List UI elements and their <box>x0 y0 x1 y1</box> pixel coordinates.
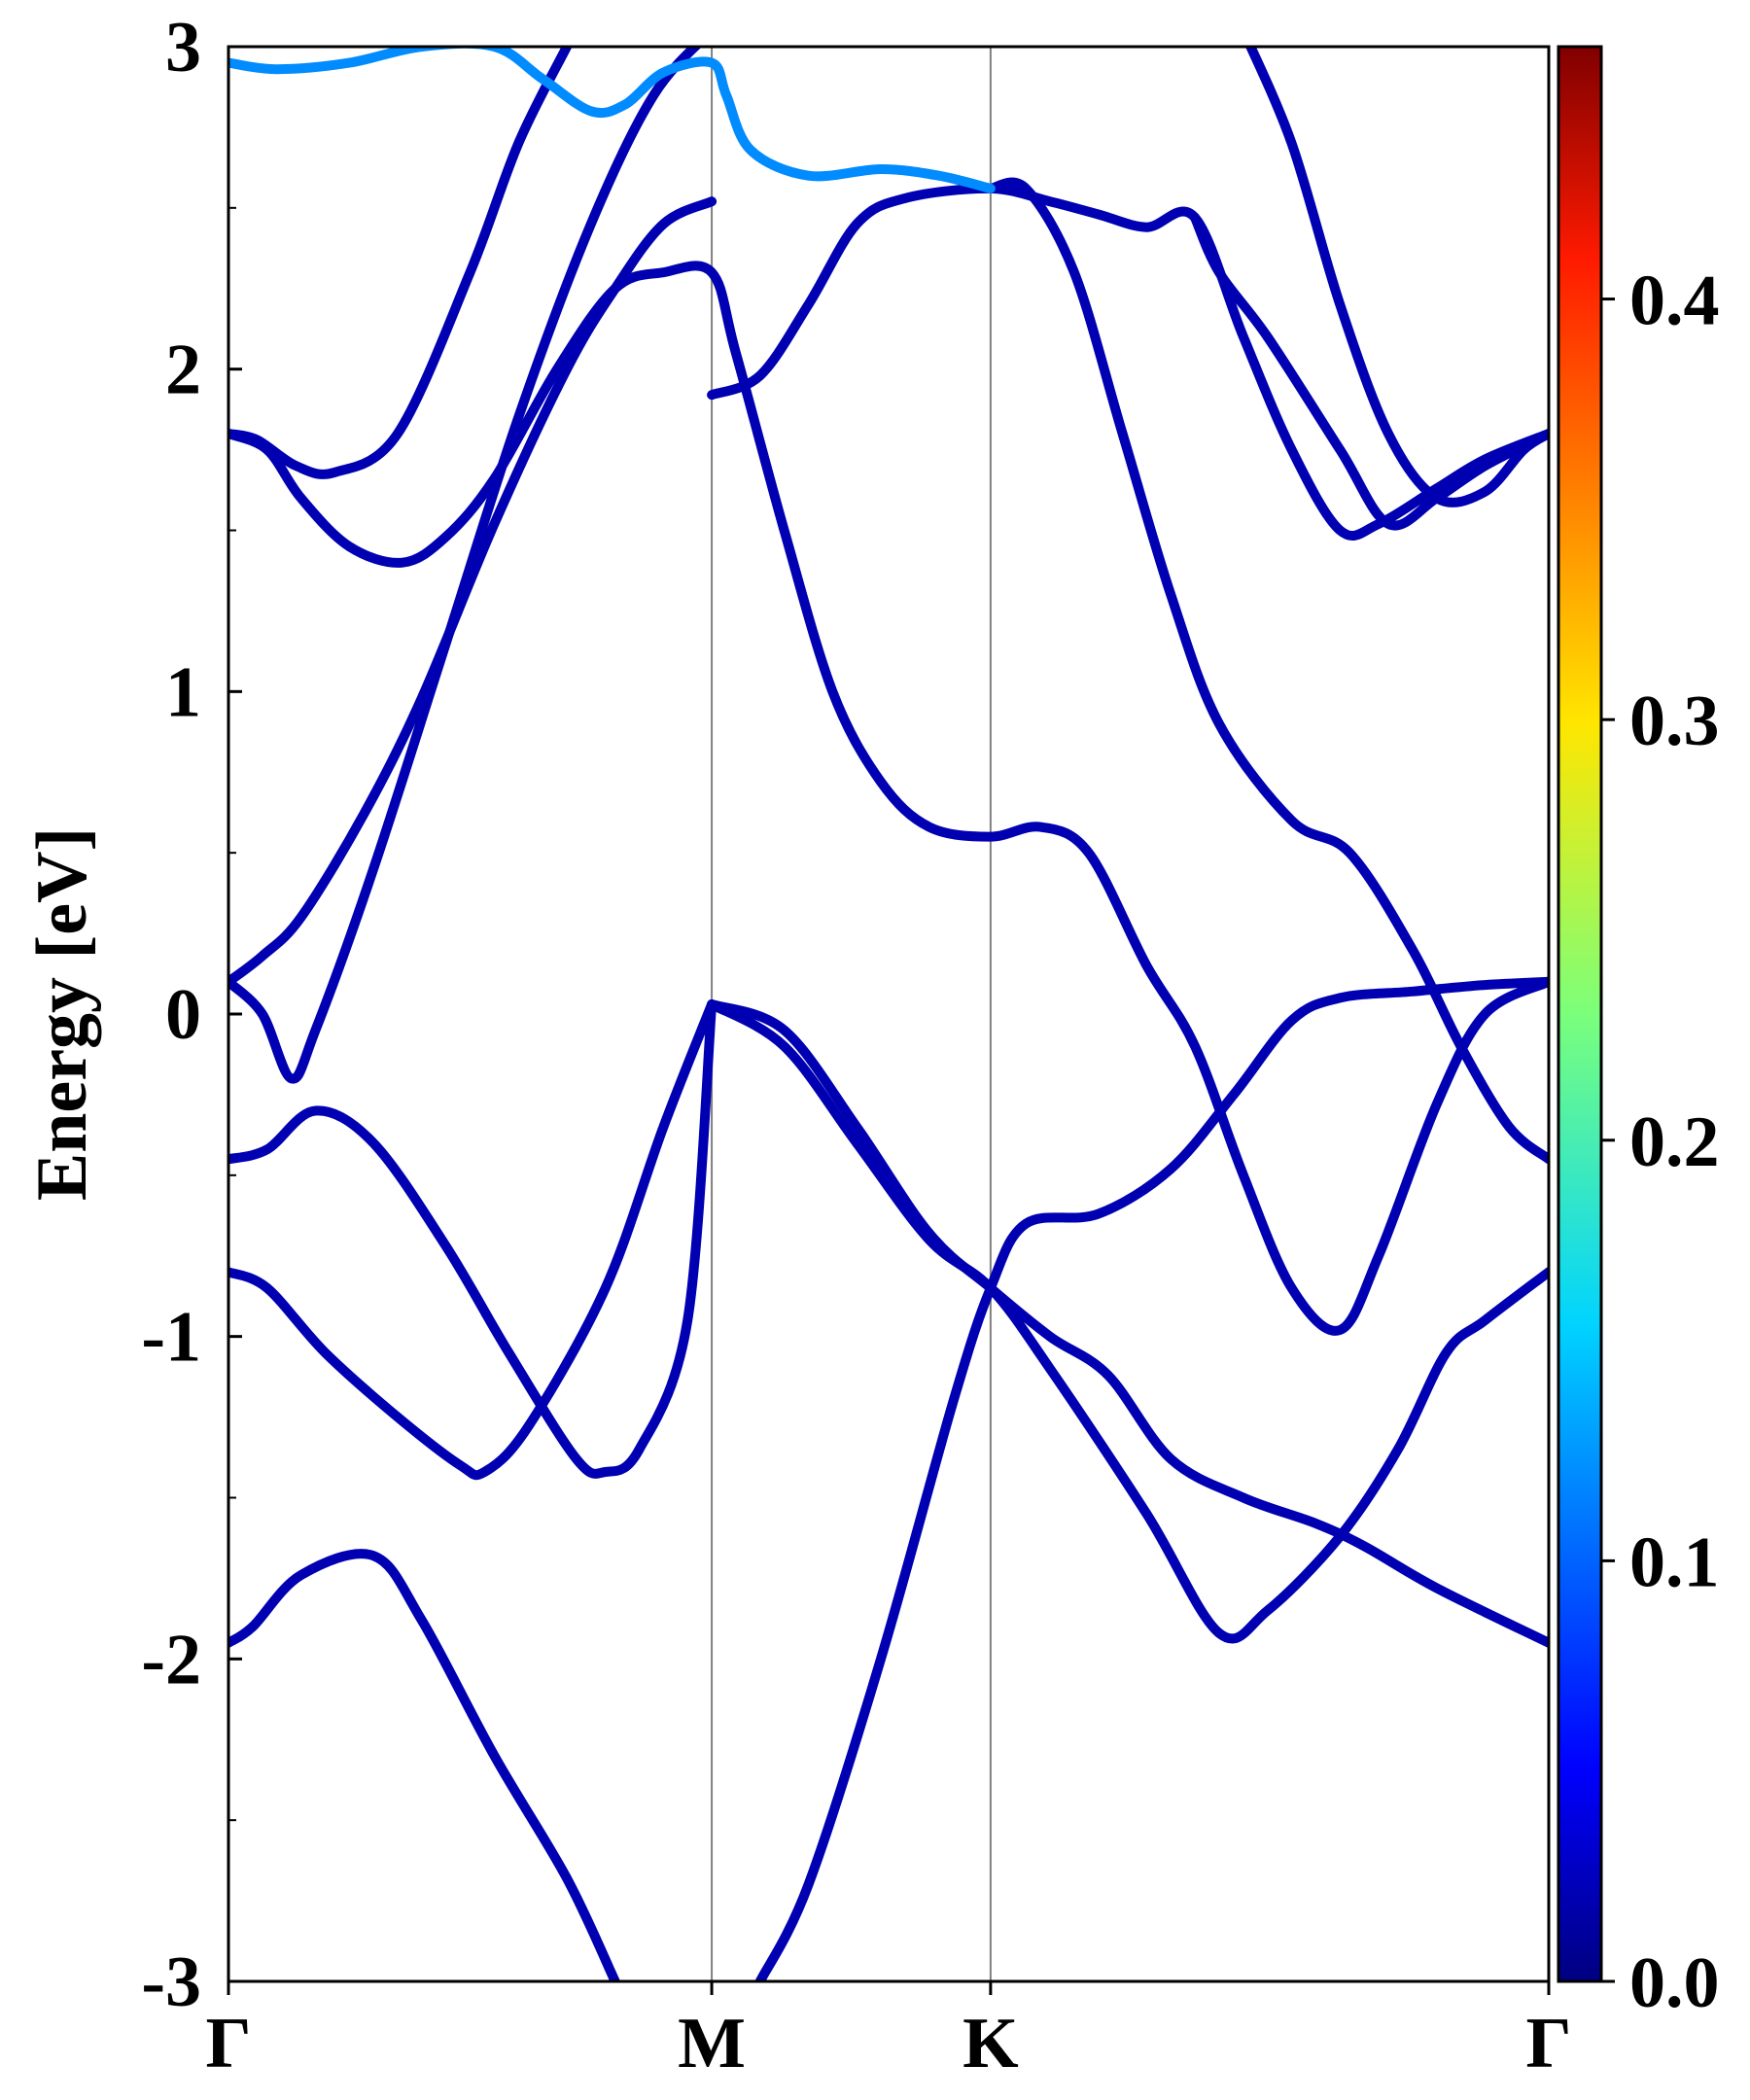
band-line <box>985 177 1549 1165</box>
y-tick-label: 0 <box>165 975 201 1055</box>
band-line <box>228 47 996 193</box>
colorbar-gradient <box>1557 45 1603 1983</box>
y-tick-label: 1 <box>165 652 201 732</box>
y-tick-label: -2 <box>141 1620 201 1699</box>
x-tick-label: K <box>962 2004 1019 2083</box>
x-tick-label: M <box>678 2004 746 2083</box>
colorbar-ticks: 0.0 0.1 0.2 0.3 0.4 <box>1601 262 1720 2023</box>
y-tick-label: 2 <box>165 331 201 410</box>
y-axis-title: Energy [eV] <box>22 827 102 1201</box>
y-tick-label: -3 <box>141 1942 201 2022</box>
colorbar: 0.0 0.1 0.2 0.3 0.4 <box>1557 45 1720 2023</box>
band-line <box>707 999 1549 1644</box>
x-tick-label: Γ <box>1525 2004 1571 2083</box>
x-tick-label: Γ <box>205 2004 251 2083</box>
colorbar-tick-label: 0.2 <box>1629 1102 1720 1182</box>
band-line <box>228 1549 620 1981</box>
y-tick-label: -1 <box>141 1298 201 1378</box>
y-axis: -3 -2 -1 0 1 2 3 <box>141 8 242 2022</box>
band-line <box>1244 47 1549 508</box>
colorbar-tick-label: 0.1 <box>1629 1522 1720 1602</box>
colorbar-tick-label: 0.4 <box>1629 262 1720 341</box>
colorbar-tick-label: 0.3 <box>1629 682 1720 761</box>
band-lines <box>228 47 1549 1981</box>
band-line <box>1190 212 1549 531</box>
colorbar-tick-label: 0.0 <box>1629 1943 1720 2023</box>
y-tick-label: 3 <box>165 8 201 88</box>
band-line <box>228 999 718 1479</box>
band-line <box>228 261 1549 1336</box>
band-line <box>707 999 1549 1648</box>
band-line <box>228 999 718 1481</box>
band-line <box>754 976 1549 1981</box>
band-line <box>228 196 718 987</box>
